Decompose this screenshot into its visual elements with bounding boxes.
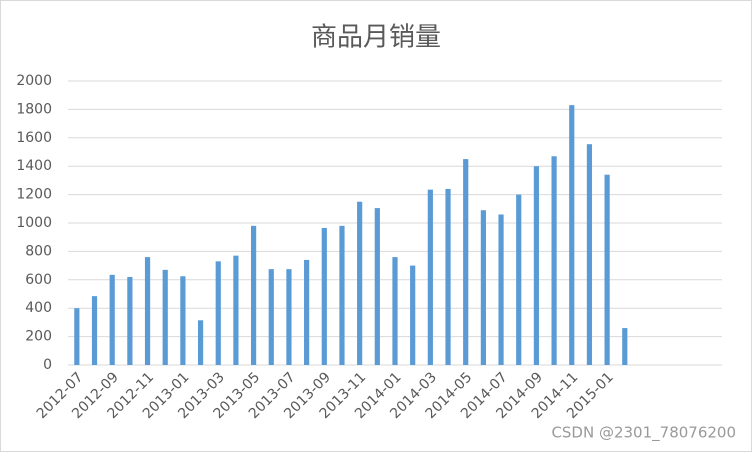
bar bbox=[304, 259, 310, 365]
bar bbox=[569, 105, 575, 365]
bar bbox=[144, 257, 151, 365]
bar bbox=[127, 276, 133, 365]
bar bbox=[410, 265, 416, 365]
bar bbox=[516, 194, 522, 365]
y-tick-label: 1800 bbox=[16, 101, 52, 117]
bar bbox=[445, 188, 451, 365]
y-tick-label: 1000 bbox=[16, 215, 52, 231]
bar bbox=[551, 156, 557, 365]
y-tick-label: 1600 bbox=[16, 130, 52, 146]
bar bbox=[91, 296, 98, 365]
y-tick-label: 800 bbox=[25, 243, 52, 259]
bar bbox=[427, 189, 433, 365]
bar bbox=[233, 255, 239, 365]
bar bbox=[604, 174, 610, 365]
bar bbox=[180, 276, 186, 365]
bar bbox=[109, 274, 115, 365]
bar bbox=[250, 225, 257, 365]
y-tick-label: 0 bbox=[43, 357, 52, 373]
y-tick-label: 400 bbox=[25, 300, 52, 316]
bar bbox=[463, 159, 469, 365]
bar bbox=[339, 225, 345, 365]
chart-title: 商品月销量 bbox=[311, 23, 441, 53]
y-tick-label: 200 bbox=[25, 329, 52, 345]
bar bbox=[374, 208, 380, 365]
bar bbox=[622, 328, 628, 365]
bar bbox=[498, 214, 504, 365]
bar bbox=[392, 257, 398, 365]
bar bbox=[357, 201, 363, 365]
bar bbox=[215, 261, 221, 365]
bar bbox=[286, 269, 292, 365]
y-tick-label: 2000 bbox=[16, 73, 52, 89]
bar bbox=[197, 320, 204, 365]
y-tick-label: 1200 bbox=[16, 187, 52, 203]
bar bbox=[586, 144, 593, 365]
y-tick-label: 600 bbox=[25, 272, 52, 288]
bar bbox=[268, 269, 274, 365]
bar bbox=[321, 227, 327, 365]
bar bbox=[533, 166, 540, 365]
bar bbox=[480, 210, 486, 365]
bar bbox=[162, 269, 168, 365]
y-tick-label: 1400 bbox=[16, 158, 52, 174]
watermark: CSDN @2301_78076200 bbox=[551, 424, 736, 443]
bar bbox=[74, 308, 80, 365]
